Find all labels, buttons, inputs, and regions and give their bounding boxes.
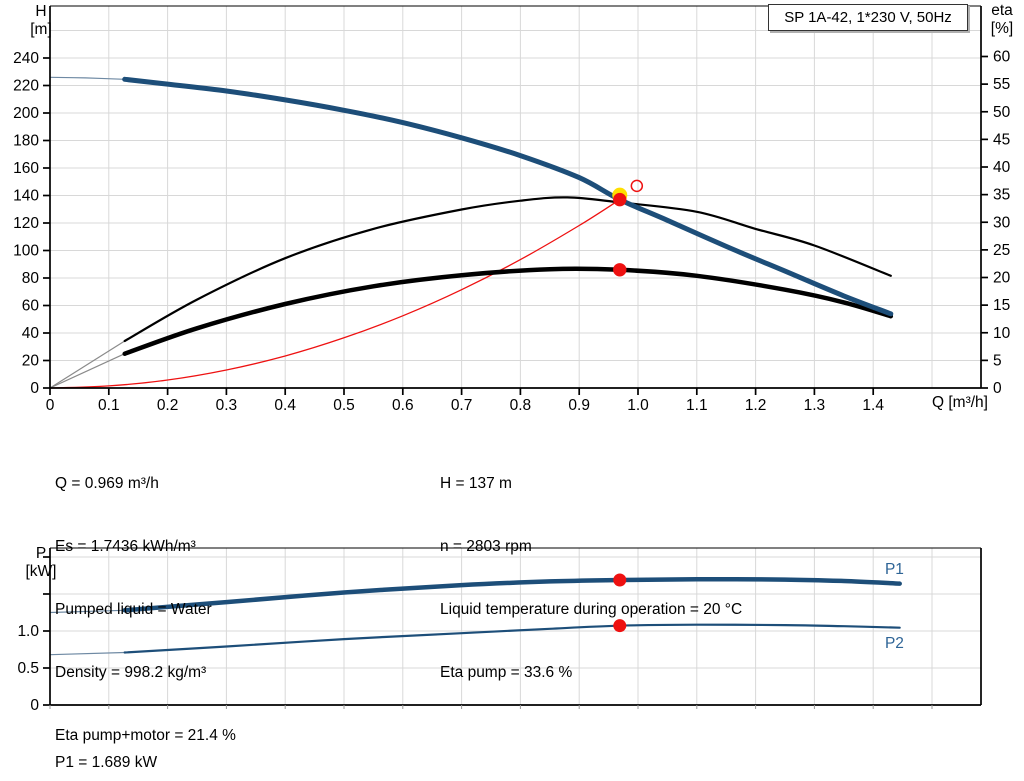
hq-axes — [49, 5, 982, 389]
left-axis-unit-label: H [m] — [24, 3, 58, 39]
head-curve-curve — [122, 76, 894, 317]
info-line-n: n = 2803 rpm — [440, 538, 532, 555]
h-tick-label: 180 — [13, 133, 39, 150]
eta-tick-label: 30 — [993, 214, 1011, 231]
p-tick-label: 1.0 — [17, 623, 39, 640]
q-tick-label: 0.4 — [274, 397, 296, 414]
h-tick-label: 80 — [22, 270, 40, 287]
info-line-p1: P1 = 1.689 kW — [55, 754, 158, 771]
p-tick-label: 0.5 — [17, 660, 39, 677]
hq-grid — [50, 6, 981, 388]
power-series-labels: P1 P2 — [885, 561, 904, 652]
power-curves — [49, 576, 902, 656]
eta-pump-curve — [123, 196, 892, 343]
h-tick-label: 120 — [13, 215, 39, 232]
power-axes — [49, 547, 982, 706]
operating-data-left: Q = 0.969 m³/h Es = 1.7436 kWh/m³ Pumped… — [55, 431, 236, 781]
info-line-eta-pump-motor: Eta pump+motor = 21.4 % — [55, 727, 236, 744]
q-tick-label: 1.0 — [627, 397, 649, 414]
hq-tick-labels: 0204060801001201401601802002202400510152… — [13, 49, 1010, 415]
power-axis-unit-label: P [kW] — [24, 545, 58, 581]
operating-data-right: H = 137 m n = 2803 rpm Liquid temperatur… — [440, 431, 742, 725]
eta-axis-symbol: eta — [991, 2, 1013, 19]
p-axis-symbol: P — [35, 545, 47, 562]
eta-tick-label: 35 — [993, 187, 1010, 204]
h-tick-label: 20 — [22, 353, 40, 370]
h-tick-label: 240 — [13, 50, 39, 67]
P2-lead-curve — [49, 651, 125, 656]
h-axis-symbol: H — [35, 3, 47, 20]
p-axis-unit: [kW] — [25, 563, 57, 580]
eta-tick-label: 50 — [993, 104, 1011, 121]
power-tick-labels: 0 0.5 1.0 — [17, 556, 933, 714]
h-tick-label: 60 — [22, 298, 40, 315]
info-line-h: H = 137 m — [440, 475, 512, 492]
eta-tick-label: 25 — [993, 242, 1010, 259]
power-markers — [613, 573, 627, 633]
q-tick-label: 0.1 — [98, 397, 120, 414]
h-tick-label: 140 — [13, 188, 39, 205]
eta-pump-motor-curve — [122, 266, 894, 356]
q-tick-label: 0.6 — [392, 397, 414, 414]
h-tick-label: 40 — [22, 325, 40, 342]
q-tick-label: 1.2 — [745, 397, 767, 414]
open-circle-marker — [630, 179, 644, 193]
q-axis-label: Q [m³/h] — [932, 394, 988, 411]
pump-model-title: SP 1A-42, 1*230 V, 50Hz — [784, 9, 952, 26]
head-curve-lead-curve — [49, 76, 125, 80]
p-tick-label: 0 — [30, 697, 39, 714]
q-tick-label: 0.2 — [157, 397, 179, 414]
hq-curves — [49, 76, 894, 389]
power-values-block: P1 = 1.689 kW P2 = 1.072 kW — [55, 710, 157, 781]
eta-tick-label: 60 — [993, 49, 1011, 66]
q-tick-label: 1.1 — [686, 397, 708, 414]
eta-tick-label: 15 — [993, 297, 1010, 314]
q-tick-label: 0.7 — [451, 397, 473, 414]
hq-markers — [612, 179, 644, 277]
h-tick-label: 160 — [13, 160, 39, 177]
h-tick-label: 0 — [30, 380, 39, 397]
info-line-eta-pump: Eta pump = 33.6 % — [440, 664, 573, 681]
P1-lead-curve — [49, 609, 125, 614]
info-line-q: Q = 0.969 m³/h — [55, 475, 159, 492]
eta-tick-label: 40 — [993, 159, 1011, 176]
q-tick-label: 0.8 — [510, 397, 532, 414]
eta-tick-label: 0 — [993, 380, 1002, 397]
eta-tick-label: 20 — [993, 270, 1011, 287]
info-line-density: Density = 998.2 kg/m³ — [55, 664, 207, 681]
P1-curve — [122, 576, 902, 613]
series-label-p1: P1 — [885, 561, 904, 578]
eta-pump-lead-curve — [49, 340, 126, 389]
q-tick-label: 0 — [46, 397, 55, 414]
eta-tick-label: 55 — [993, 76, 1010, 93]
eta-tick-label: 5 — [993, 352, 1002, 369]
h-axis-unit: [m] — [30, 21, 52, 38]
right-axis-unit-label: eta [%] — [982, 2, 1022, 38]
q-tick-label: 1.3 — [804, 397, 826, 414]
eta-tick-label: 45 — [993, 131, 1010, 148]
duty-point-dot — [613, 192, 627, 207]
info-line-temperature: Liquid temperature during operation = 20… — [440, 601, 743, 618]
q-tick-label: 0.9 — [568, 397, 590, 414]
series-label-p2: P2 — [885, 635, 904, 652]
q-tick-label: 0.3 — [216, 397, 238, 414]
info-line-liquid: Pumped liquid = Water — [55, 601, 212, 618]
q-tick-label: 1.4 — [862, 397, 884, 414]
duty-point-dot — [613, 263, 627, 277]
eta-axis-unit: [%] — [990, 20, 1014, 37]
power-duty-dot — [613, 619, 627, 633]
power-duty-dot — [613, 573, 627, 587]
h-tick-label: 220 — [13, 78, 39, 95]
curve-title-box: SP 1A-42, 1*230 V, 50Hz — [768, 4, 968, 31]
eta-pump-motor-lead-curve — [49, 353, 125, 389]
eta-tick-label: 10 — [993, 325, 1011, 342]
h-tick-label: 100 — [13, 243, 39, 260]
q-tick-label: 0.5 — [333, 397, 355, 414]
system-curve-curve — [49, 198, 621, 389]
info-line-es: Es = 1.7436 kWh/m³ — [55, 538, 196, 555]
P2-curve — [123, 623, 901, 654]
h-tick-label: 200 — [13, 105, 39, 122]
